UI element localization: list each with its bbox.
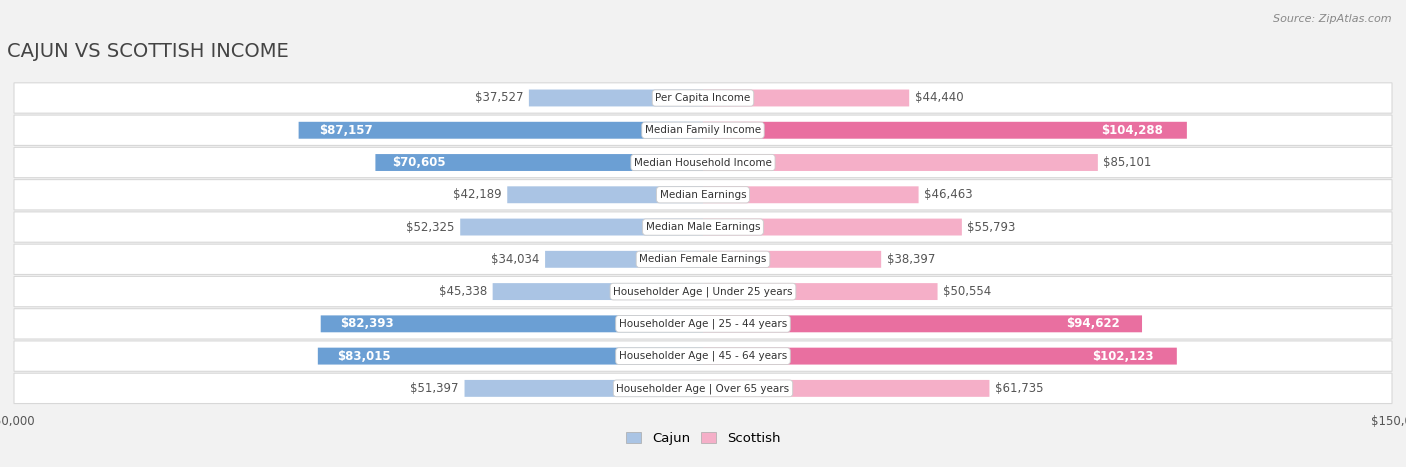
FancyBboxPatch shape [14,83,1392,113]
Text: $52,325: $52,325 [406,220,454,234]
FancyBboxPatch shape [14,309,1392,339]
Text: Median Earnings: Median Earnings [659,190,747,200]
FancyBboxPatch shape [318,347,703,365]
Text: Householder Age | Under 25 years: Householder Age | Under 25 years [613,286,793,297]
FancyBboxPatch shape [298,122,703,139]
Text: Median Family Income: Median Family Income [645,125,761,135]
Text: $87,157: $87,157 [319,124,373,137]
FancyBboxPatch shape [375,154,703,171]
Text: Per Capita Income: Per Capita Income [655,93,751,103]
Text: $42,189: $42,189 [453,188,502,201]
FancyBboxPatch shape [14,115,1392,145]
FancyBboxPatch shape [703,219,962,235]
Text: Source: ZipAtlas.com: Source: ZipAtlas.com [1274,14,1392,24]
Text: $85,101: $85,101 [1104,156,1152,169]
FancyBboxPatch shape [492,283,703,300]
Text: Householder Age | Over 65 years: Householder Age | Over 65 years [616,383,790,394]
FancyBboxPatch shape [703,380,990,397]
FancyBboxPatch shape [14,244,1392,275]
Text: $83,015: $83,015 [337,350,391,362]
Text: $102,123: $102,123 [1091,350,1153,362]
Text: CAJUN VS SCOTTISH INCOME: CAJUN VS SCOTTISH INCOME [7,42,288,61]
Text: $37,527: $37,527 [475,92,523,105]
FancyBboxPatch shape [321,315,703,333]
Text: $38,397: $38,397 [887,253,935,266]
Text: $70,605: $70,605 [392,156,446,169]
Text: $55,793: $55,793 [967,220,1015,234]
Text: $34,034: $34,034 [491,253,540,266]
Text: Median Female Earnings: Median Female Earnings [640,255,766,264]
Text: $45,338: $45,338 [439,285,486,298]
FancyBboxPatch shape [508,186,703,203]
FancyBboxPatch shape [703,283,938,300]
FancyBboxPatch shape [703,347,1177,365]
FancyBboxPatch shape [14,180,1392,210]
Text: Median Household Income: Median Household Income [634,157,772,168]
FancyBboxPatch shape [14,341,1392,371]
FancyBboxPatch shape [703,90,910,106]
FancyBboxPatch shape [529,90,703,106]
FancyBboxPatch shape [703,186,918,203]
FancyBboxPatch shape [14,373,1392,403]
FancyBboxPatch shape [703,315,1142,333]
Text: Householder Age | 25 - 44 years: Householder Age | 25 - 44 years [619,318,787,329]
FancyBboxPatch shape [14,148,1392,177]
FancyBboxPatch shape [703,154,1098,171]
Text: Householder Age | 45 - 64 years: Householder Age | 45 - 64 years [619,351,787,361]
FancyBboxPatch shape [14,276,1392,307]
Text: $46,463: $46,463 [924,188,973,201]
Text: $44,440: $44,440 [915,92,963,105]
FancyBboxPatch shape [703,122,1187,139]
Text: $94,622: $94,622 [1066,318,1121,330]
Text: $50,554: $50,554 [943,285,991,298]
FancyBboxPatch shape [460,219,703,235]
FancyBboxPatch shape [464,380,703,397]
FancyBboxPatch shape [14,212,1392,242]
Text: Median Male Earnings: Median Male Earnings [645,222,761,232]
Text: $104,288: $104,288 [1101,124,1163,137]
FancyBboxPatch shape [703,251,882,268]
FancyBboxPatch shape [546,251,703,268]
Text: $82,393: $82,393 [340,318,394,330]
Legend: Cajun, Scottish: Cajun, Scottish [620,427,786,451]
Text: $51,397: $51,397 [411,382,458,395]
Text: $61,735: $61,735 [995,382,1043,395]
